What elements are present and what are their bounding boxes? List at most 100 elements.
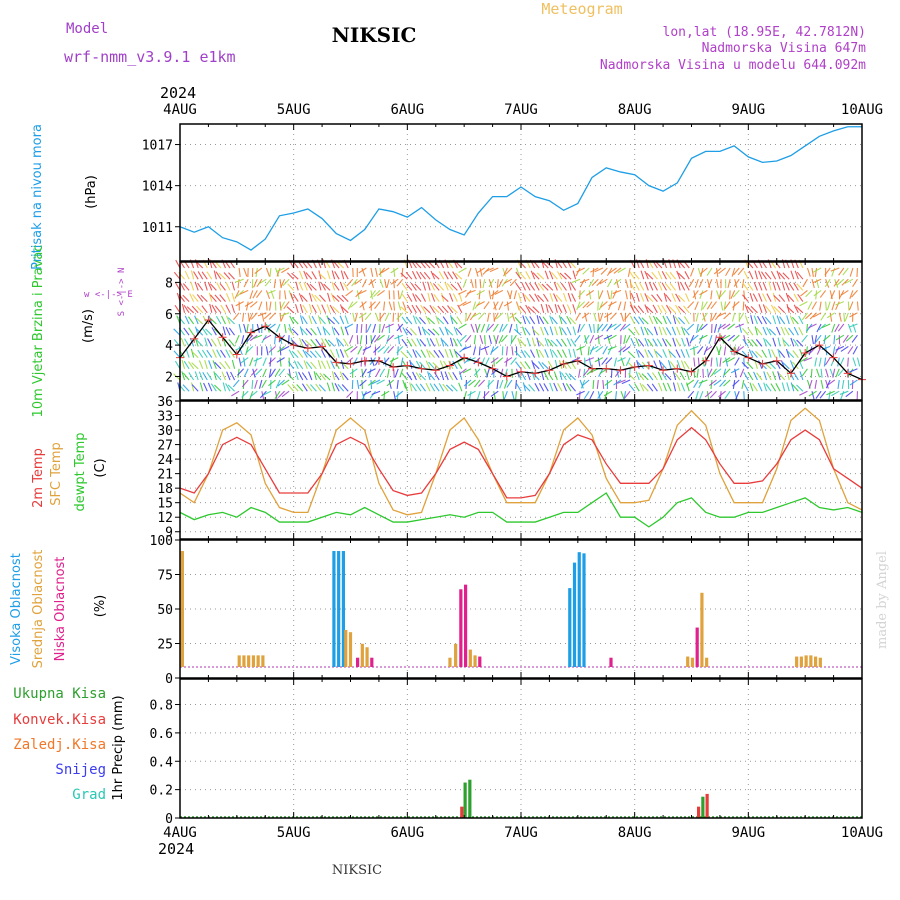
- wind-barb: [449, 292, 454, 302]
- wind-barb: [269, 267, 272, 278]
- wind-barb: [722, 334, 731, 341]
- wind-barb: [685, 348, 690, 358]
- wind-barb: [239, 289, 249, 295]
- wind-barb: [207, 338, 213, 347]
- wind-barb: [551, 271, 558, 280]
- wind-barb: [528, 384, 536, 392]
- wind-barb: [406, 372, 413, 381]
- total-precip-label: Ukupna Kisa: [13, 686, 106, 702]
- wind-barb: [506, 301, 510, 311]
- wind-barb: [529, 316, 536, 325]
- wind-barb: [732, 301, 740, 308]
- wind-barb: [257, 312, 267, 317]
- wind-barb: [433, 293, 440, 302]
- wind-barb: [465, 312, 467, 322]
- wind-barb: [766, 327, 772, 336]
- wind-barb: [206, 271, 213, 280]
- wind-barb: [811, 335, 814, 345]
- wind-barb: [835, 301, 840, 311]
- wind-barb: [671, 326, 677, 336]
- wind-barb: [452, 338, 458, 347]
- wind-barb: [397, 301, 402, 311]
- wind-barb: [742, 294, 749, 302]
- wind-barb: [368, 368, 372, 378]
- wind-barb: [785, 281, 790, 291]
- wind-barb: [344, 323, 354, 329]
- wind-barb: [806, 323, 808, 334]
- wind-barb: [686, 337, 690, 347]
- wind-barb: [680, 282, 686, 291]
- wind-barb: [572, 348, 577, 358]
- wind-barb: [296, 384, 304, 392]
- wind-barb: [661, 271, 667, 280]
- wind-barb: [182, 283, 190, 291]
- wind-barb: [669, 361, 677, 370]
- wind-barb: [549, 382, 554, 392]
- wind-barb: [335, 348, 340, 358]
- wind-barb: [357, 346, 363, 355]
- wind-barb: [324, 338, 331, 347]
- wind-barb: [231, 292, 236, 302]
- mid-cloud-bar: [348, 632, 353, 667]
- wind-barb: [256, 290, 263, 298]
- wind-barb: [318, 272, 326, 280]
- wind-barb: [344, 345, 354, 352]
- wind-barb: [677, 294, 686, 302]
- wind-barb: [331, 281, 336, 291]
- wind-barb: [451, 316, 458, 325]
- wind-barb: [523, 384, 531, 392]
- wind-barb: [393, 391, 396, 401]
- wind-barb: [636, 292, 640, 302]
- wind-barb: [837, 379, 840, 389]
- wind-barb: [724, 390, 731, 399]
- wind-speed-marker: [488, 364, 497, 373]
- wind-barb: [764, 305, 772, 314]
- wind-barb: [201, 305, 208, 314]
- wind-barb: [302, 304, 308, 314]
- wind-barb: [220, 349, 226, 358]
- wind-barb: [524, 361, 531, 370]
- wind-barb: [614, 391, 618, 401]
- wind-barb: [603, 312, 613, 318]
- wind-barb: [811, 391, 815, 401]
- wind-barb: [235, 301, 244, 307]
- wind-barb: [549, 315, 554, 325]
- wind-barb: [566, 326, 572, 336]
- wind-barb: [814, 357, 818, 367]
- wind-barb: [805, 290, 813, 298]
- wind-barb: [537, 294, 545, 302]
- wind-barb: [366, 323, 372, 333]
- wind-barb: [330, 360, 336, 370]
- wind-barb: [830, 290, 836, 299]
- wind-barb: [201, 349, 208, 358]
- wind-barb: [566, 337, 572, 347]
- wind-barb: [710, 290, 713, 300]
- wind-barb: [387, 346, 395, 354]
- wind-barb: [824, 278, 831, 288]
- wind-barb: [423, 271, 431, 280]
- wind-barb: [327, 317, 335, 325]
- wind-barb: [561, 349, 567, 358]
- mid-cloud-bar: [809, 655, 813, 667]
- wind-barb: [519, 305, 526, 314]
- wind-barb: [639, 382, 645, 392]
- wind-barb: [635, 337, 640, 347]
- wind-barb: [473, 368, 481, 376]
- wind-barb: [302, 349, 308, 358]
- wind-barb: [389, 357, 395, 367]
- wind-barb: [276, 267, 285, 273]
- wind-barb: [756, 327, 763, 336]
- wind-barb: [188, 361, 195, 370]
- wind-barb: [197, 349, 204, 358]
- wind-barb: [634, 282, 640, 291]
- wind-barb: [775, 383, 781, 392]
- wind-barb: [624, 390, 631, 399]
- wind-barb: [311, 271, 317, 280]
- wind-barb: [851, 334, 858, 343]
- wind-barb: [532, 306, 540, 314]
- wind-barb: [742, 301, 745, 311]
- wind-barb: [664, 283, 672, 291]
- wind-barb: [630, 315, 636, 325]
- wind-barb: [826, 301, 831, 311]
